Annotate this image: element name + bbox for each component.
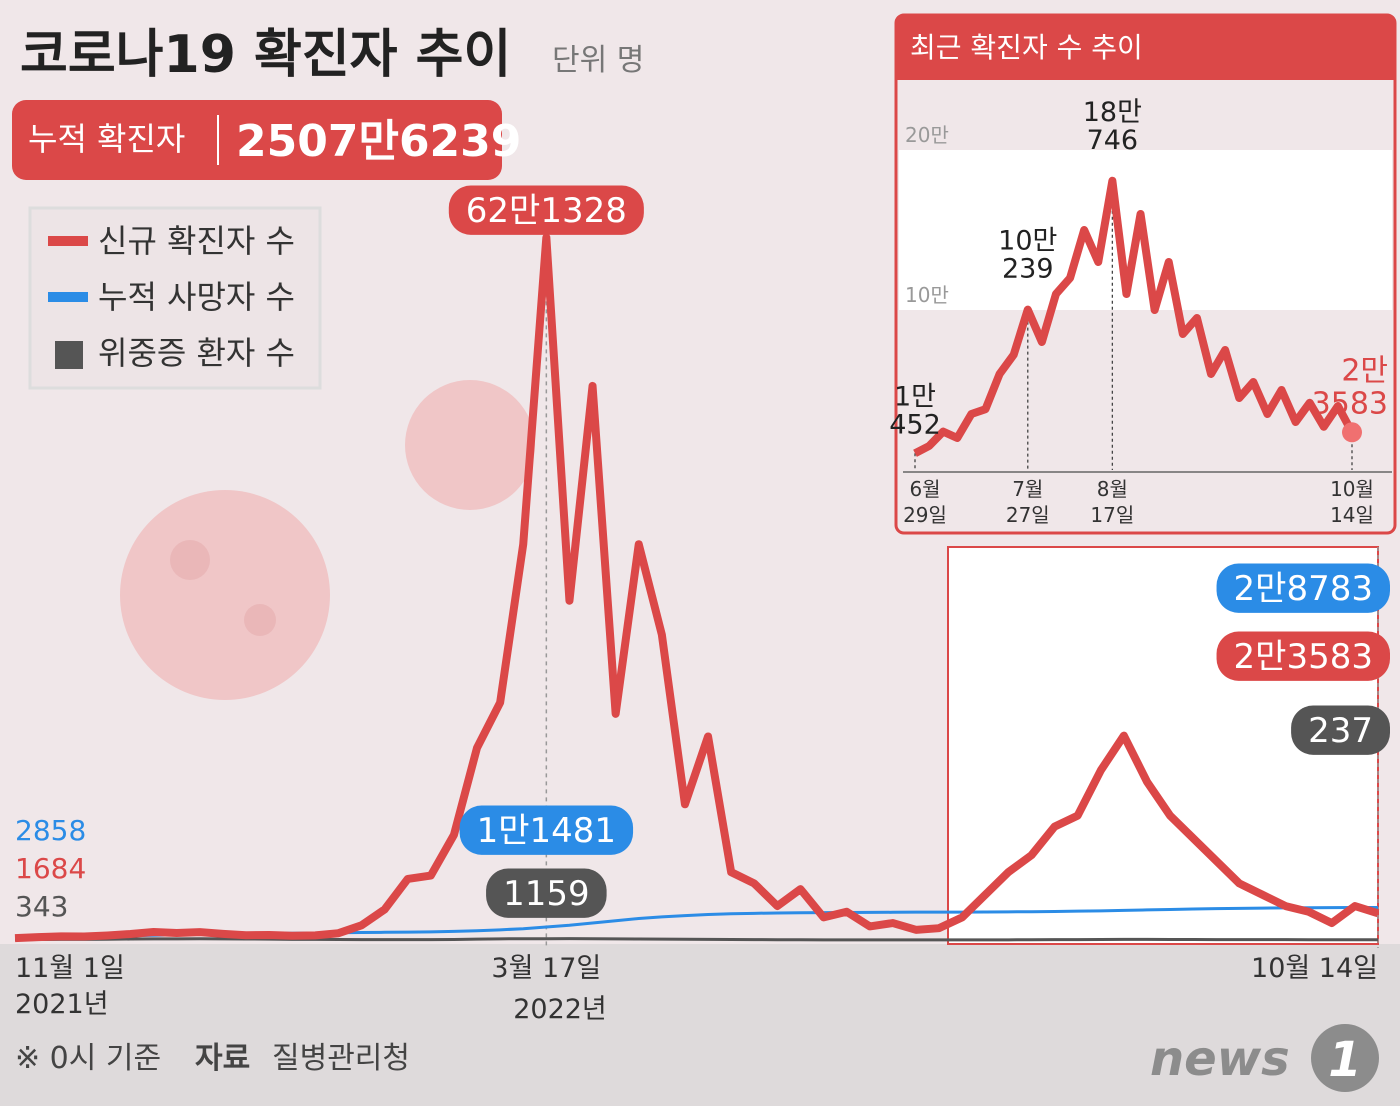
- two-line-label: 1만 452: [889, 381, 941, 440]
- label-line: 27일: [1006, 503, 1050, 527]
- cumulative-value: 2507만6239: [236, 116, 521, 167]
- pill-label: 62만1328: [448, 185, 644, 235]
- label-line: 7월: [1012, 477, 1043, 501]
- series-line: [14, 233, 1380, 943]
- pill-text: 2만3583: [1234, 637, 1373, 677]
- pill-text: 237: [1308, 711, 1373, 751]
- source-label: 자료: [195, 1041, 250, 1076]
- logo-word: news: [1150, 1031, 1290, 1087]
- label-line: 452: [889, 409, 941, 440]
- two-line-label: 18만 746: [1083, 97, 1142, 156]
- label-line: 10월: [1330, 477, 1374, 501]
- inset-title: 최근 확진자 수 추이: [910, 31, 1143, 64]
- label-line: 29일: [903, 503, 947, 527]
- label-line: 18만: [1083, 97, 1142, 128]
- label-line: 6월: [909, 477, 940, 501]
- pill: [1216, 563, 1390, 613]
- legend-label: 신규 확진자 수: [98, 222, 295, 260]
- pill-text: 1159: [503, 874, 590, 914]
- pill-label: 237: [1291, 705, 1390, 755]
- label-line: 8월: [1097, 477, 1128, 501]
- label-line: 14일: [1330, 503, 1374, 527]
- two-line-label: 8월 17일: [1090, 477, 1134, 527]
- pill-label: 2만3583: [1216, 631, 1390, 681]
- x-tick-label: 11월 1일: [15, 953, 125, 984]
- pill: [486, 868, 607, 918]
- series-line: [913, 176, 1356, 457]
- series-line: [14, 937, 1379, 942]
- x-tick-label: 10월 14일: [1251, 953, 1378, 984]
- inset-header: [896, 15, 1395, 80]
- logo-circle: [1311, 1024, 1379, 1092]
- cumulative-box: [12, 100, 502, 180]
- pill: [448, 185, 644, 235]
- pill: [459, 805, 634, 855]
- y-tick-label: 10만: [905, 283, 949, 307]
- label-line: 1만: [894, 381, 936, 412]
- pill-text: 1만1481: [477, 811, 616, 851]
- virus-decoration: [120, 380, 535, 700]
- source: 질병관리청: [272, 1041, 410, 1076]
- value-label: 2858: [15, 814, 86, 847]
- year-label: 2022년: [513, 994, 607, 1025]
- cumulative-label: 누적 확진자: [28, 120, 185, 158]
- label-line: 2만: [1341, 353, 1388, 388]
- label-line: 10만: [998, 226, 1057, 257]
- two-line-label: 6월 29일: [903, 477, 947, 527]
- unit: 단위 명: [552, 43, 644, 78]
- zoom-region: [947, 546, 1379, 945]
- label-line: 239: [1002, 254, 1054, 285]
- pill: [1216, 631, 1390, 681]
- title: 코로나19 확진자 추이: [20, 25, 511, 85]
- value-label: 1684: [15, 852, 86, 885]
- pill-text: 2만8783: [1234, 569, 1373, 609]
- pill-text: 62만1328: [466, 191, 627, 231]
- year-label: 2021년: [15, 989, 109, 1020]
- value-label: 343: [15, 890, 68, 923]
- y-tick-label: 20만: [905, 123, 949, 147]
- two-line-label: 10월 14일: [1330, 477, 1374, 527]
- legend-swatch: [48, 236, 88, 246]
- bottom-strip: [0, 944, 1400, 1106]
- pill: [1291, 705, 1390, 755]
- two-line-label: 2만 3583: [1312, 353, 1388, 421]
- footer-note: ※ 0시 기준: [15, 1041, 161, 1076]
- legend-swatch: [48, 292, 88, 302]
- legend-label: 위중증 환자 수: [98, 334, 295, 372]
- pill-label: 1만1481: [459, 805, 634, 855]
- label-line: 746: [1087, 125, 1139, 156]
- pill-label: 2만8783: [1216, 563, 1390, 613]
- two-line-label: 10만 239: [998, 226, 1057, 285]
- label-line: 3583: [1312, 386, 1388, 421]
- legend-swatch: [55, 341, 83, 369]
- label-line: 17일: [1090, 503, 1134, 527]
- pill-label: 1159: [486, 868, 607, 918]
- two-line-label: 7월 27일: [1006, 477, 1050, 527]
- legend-label: 누적 사망자 수: [98, 278, 295, 316]
- x-tick-label: 3월 17일: [491, 953, 601, 984]
- end-point: [1342, 422, 1362, 443]
- logo-digit: 1: [1328, 1032, 1361, 1088]
